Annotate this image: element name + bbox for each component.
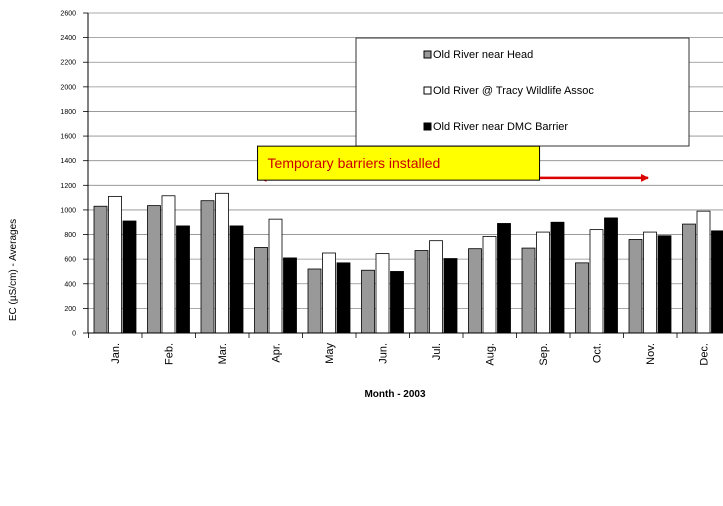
legend-swatch — [423, 122, 432, 131]
bar — [711, 230, 723, 334]
y-tick-label: 400 — [64, 281, 76, 288]
bar — [536, 231, 550, 334]
bar — [468, 248, 482, 334]
bar — [443, 258, 458, 334]
x-tick-label: Sep. — [538, 343, 550, 366]
y-tick-label: 2200 — [60, 60, 76, 67]
annotation-box — [257, 145, 541, 181]
bar — [628, 239, 643, 334]
legend-swatch — [423, 86, 432, 95]
y-tick-labels: 0 200 400 600 800 1000 1200 1400 1600 1800 2000 220… — [60, 11, 88, 338]
y-tick-label: 600 — [64, 257, 76, 264]
bar — [200, 200, 215, 334]
bar — [643, 231, 657, 334]
legend-label: Old River @ Tracy Wildlife Assoc — [433, 85, 594, 97]
bar — [696, 210, 711, 334]
x-tick-label: Apr. — [271, 343, 283, 363]
bar — [429, 240, 443, 334]
bar — [521, 247, 536, 334]
axes — [87, 13, 723, 338]
bar — [375, 253, 390, 334]
bar — [390, 271, 404, 334]
bar — [550, 221, 565, 334]
x-tick-label: Jul. — [431, 343, 443, 360]
x-axis-title: Month - 2003 — [364, 389, 426, 400]
x-tick-label: Oct. — [592, 343, 604, 363]
y-tick-label: 2400 — [60, 35, 76, 42]
x-tick-label: May — [324, 343, 336, 364]
y-tick-label: 1000 — [60, 207, 76, 214]
bar — [283, 257, 297, 334]
bar — [122, 220, 137, 334]
legend-label: Old River near DMC Barrier — [433, 121, 568, 133]
bar — [229, 225, 244, 334]
bar — [361, 269, 375, 334]
y-axis-title: EC (µS/cm) - Averages — [8, 219, 19, 321]
y-tick-label: 200 — [64, 306, 76, 313]
bars — [93, 192, 723, 334]
bar — [215, 192, 229, 334]
x-tick-label: Mar. — [217, 343, 229, 364]
bar — [268, 218, 283, 334]
bar — [108, 195, 122, 334]
bar — [176, 225, 190, 334]
legend-box — [355, 37, 690, 147]
bar — [497, 223, 511, 334]
bar — [254, 247, 268, 334]
y-tick-label: 2000 — [60, 84, 76, 91]
y-tick-label: 1400 — [60, 158, 76, 165]
legend-swatch — [423, 50, 432, 59]
bar — [414, 250, 429, 334]
annotation: Temporary barriers installed — [257, 145, 649, 182]
x-tick-label: Aug. — [485, 343, 497, 366]
x-tick-label: Nov. — [645, 343, 657, 365]
x-tick-labels: Jan. Feb. Mar. Apr. May Jun. Jul. Aug. Sep. Oct. N… — [110, 343, 711, 366]
bar — [147, 205, 161, 334]
y-tick-label: 0 — [72, 331, 76, 338]
bar — [657, 235, 672, 334]
bar — [589, 229, 604, 334]
x-tick-label: Jun. — [378, 343, 390, 364]
bar — [604, 217, 618, 334]
bar — [336, 262, 351, 334]
bar — [322, 252, 336, 334]
x-tick-label: Dec. — [699, 343, 711, 366]
bar — [307, 268, 322, 334]
y-tick-label: 2600 — [60, 11, 76, 18]
y-tick-label: 1600 — [60, 134, 76, 141]
legend-label: Old River near Head — [433, 49, 533, 61]
bar — [682, 223, 696, 334]
bar — [575, 262, 589, 334]
annotation-text: Temporary barriers installed — [268, 155, 441, 171]
x-tick-label: Jan. — [110, 343, 122, 364]
bar — [93, 205, 108, 334]
y-tick-label: 1200 — [60, 183, 76, 190]
bar — [482, 235, 497, 334]
y-tick-label: 800 — [64, 232, 76, 239]
legend: Old River near Head Old River @ Tracy Wil… — [355, 37, 690, 147]
x-tick-label: Feb. — [164, 343, 176, 365]
y-tick-label: 1800 — [60, 109, 76, 116]
bar — [161, 195, 176, 334]
